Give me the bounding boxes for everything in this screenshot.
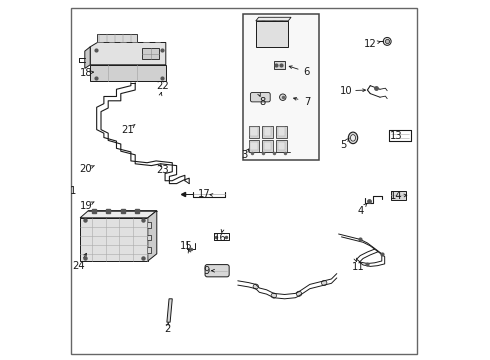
Text: 14: 14: [390, 191, 402, 201]
Ellipse shape: [350, 135, 356, 141]
Text: 5: 5: [340, 140, 346, 150]
Polygon shape: [80, 218, 148, 261]
Text: 12: 12: [364, 39, 377, 49]
Ellipse shape: [383, 37, 391, 45]
Text: 17: 17: [198, 189, 211, 199]
Text: 22: 22: [156, 81, 170, 91]
Bar: [250, 127, 258, 136]
Text: 16: 16: [214, 233, 227, 243]
Text: 7: 7: [304, 96, 310, 107]
Bar: [276, 140, 287, 152]
Ellipse shape: [253, 284, 259, 289]
Text: 19: 19: [79, 201, 92, 211]
Bar: [262, 126, 273, 138]
Bar: [274, 61, 285, 69]
Text: 4: 4: [357, 206, 363, 216]
Text: 6: 6: [304, 67, 310, 77]
Bar: [264, 142, 271, 150]
Polygon shape: [148, 211, 157, 261]
Text: 21: 21: [122, 125, 134, 135]
Text: 3: 3: [241, 150, 247, 160]
FancyBboxPatch shape: [250, 93, 270, 102]
Ellipse shape: [271, 293, 276, 298]
Bar: [147, 235, 151, 240]
Text: 1: 1: [70, 186, 76, 196]
Bar: [278, 127, 285, 136]
Text: 15: 15: [180, 240, 193, 251]
Ellipse shape: [296, 291, 302, 296]
Bar: [256, 21, 288, 47]
Bar: [248, 140, 259, 152]
Ellipse shape: [348, 132, 358, 144]
Ellipse shape: [321, 280, 327, 285]
Text: 18: 18: [79, 68, 92, 78]
Bar: [276, 126, 287, 138]
Bar: [143, 48, 159, 59]
Polygon shape: [85, 47, 90, 68]
Bar: [278, 142, 285, 150]
Text: 2: 2: [165, 324, 171, 334]
Polygon shape: [256, 17, 291, 21]
Text: 10: 10: [340, 86, 353, 96]
Bar: [264, 127, 271, 136]
Bar: [391, 191, 406, 200]
Polygon shape: [80, 211, 157, 218]
Text: 8: 8: [259, 96, 266, 107]
Polygon shape: [167, 299, 172, 322]
Bar: [248, 126, 259, 138]
Bar: [250, 142, 258, 150]
Text: 13: 13: [390, 131, 402, 141]
Polygon shape: [98, 34, 137, 42]
FancyBboxPatch shape: [205, 265, 229, 277]
Bar: [147, 247, 151, 253]
Bar: [262, 140, 273, 152]
Polygon shape: [90, 65, 166, 81]
Text: 9: 9: [203, 266, 209, 276]
Text: 23: 23: [157, 165, 169, 175]
Bar: [243, 14, 319, 160]
Text: 24: 24: [73, 261, 85, 271]
Polygon shape: [90, 42, 166, 65]
Ellipse shape: [280, 94, 286, 100]
Text: 20: 20: [79, 164, 92, 174]
Text: 11: 11: [352, 262, 365, 272]
Bar: [147, 222, 151, 228]
